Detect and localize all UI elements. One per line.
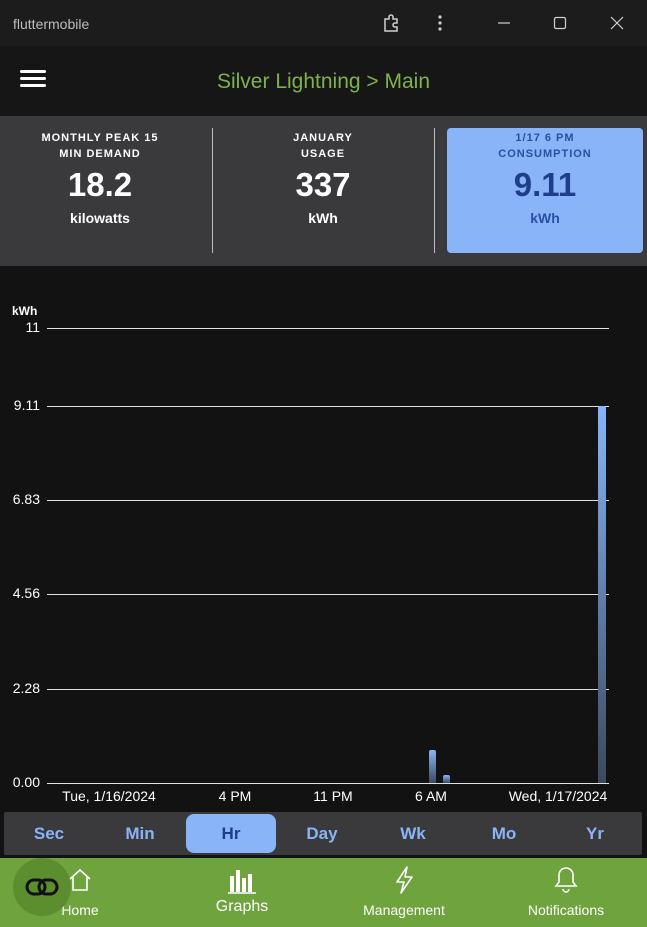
bottom-navigation: Home Graphs Management Notifications [0, 858, 647, 927]
range-tab-wk[interactable]: Wk [400, 824, 426, 843]
home-icon [10, 864, 150, 896]
stat-card-consumption[interactable]: 1/17 6 PM CONSUMPTION 9.11 kWh [447, 128, 643, 253]
range-tab-hr[interactable]: Hr [186, 814, 276, 853]
bar-chart-icon [172, 864, 312, 896]
stat-unit: kWh [530, 210, 560, 226]
x-tick-label: 6 AM [415, 788, 447, 804]
chart-bar[interactable] [429, 749, 436, 783]
grid-line [47, 406, 609, 408]
x-tick-label: Wed, 1/17/2024 [508, 788, 608, 804]
range-tab-bar: Sec Min Hr Day Wk Mo Yr [4, 812, 642, 855]
y-tick-label: 0.00 [12, 774, 40, 790]
x-tick-label: Tue, 1/16/2024 [62, 788, 156, 804]
grid-line [47, 783, 609, 784]
y-tick-label: 11 [25, 319, 40, 335]
nav-graphs-label: Graphs [215, 898, 269, 915]
stat-divider [434, 128, 435, 253]
stats-panel: MONTHLY PEAK 15 MIN DEMAND 18.2 kilowatts… [0, 116, 647, 266]
minimize-icon[interactable] [490, 10, 518, 36]
stat-value: 9.11 [513, 166, 577, 203]
stat-label: JANUARY USAGE [293, 132, 353, 160]
range-tab-mo[interactable]: Mo [491, 824, 517, 843]
range-tab-yr[interactable]: Yr [586, 824, 604, 843]
app-bar: Silver Lightning > Main [0, 46, 647, 116]
bell-icon [496, 864, 636, 896]
x-tick-label: 11 PM [313, 788, 353, 804]
nav-management-label: Management [363, 902, 445, 918]
nav-notifications[interactable]: Notifications [496, 864, 636, 918]
chart-bar[interactable] [443, 774, 450, 783]
nav-home-label: Home [61, 902, 99, 918]
consumption-chart[interactable]: kWh 11 9.11 6.83 4.56 2.28 0.00 Tue, 1/16/2024… [0, 266, 647, 812]
stat-label: MONTHLY PEAK 15 MIN DEMAND [41, 132, 159, 160]
y-tick-label: 9.11 [13, 397, 40, 414]
range-tab-day[interactable]: Day [306, 824, 338, 843]
stat-value: 337 [295, 166, 351, 203]
window-title-bar: fluttermobile [0, 0, 647, 46]
y-tick-label: 2.28 [12, 679, 40, 696]
grid-line [47, 594, 609, 596]
y-tick-label: 6.83 [12, 491, 40, 508]
nav-management[interactable]: Management [334, 864, 474, 918]
stat-card-peak-demand[interactable]: MONTHLY PEAK 15 MIN DEMAND 18.2 kilowatts [0, 128, 205, 253]
grid-line [47, 328, 609, 329]
stat-divider [212, 128, 213, 253]
range-tab-min[interactable]: Min [125, 824, 155, 843]
stat-value: 18.2 [67, 166, 133, 203]
stat-unit: kWh [308, 210, 338, 226]
maximize-icon[interactable] [546, 10, 574, 36]
close-icon[interactable] [603, 10, 631, 36]
menu-icon[interactable] [20, 70, 48, 92]
nav-home[interactable]: Home [10, 864, 150, 918]
page-title: Silver Lightning > Main [216, 70, 431, 93]
nav-graphs[interactable]: Graphs [172, 864, 312, 916]
stat-unit: kilowatts [70, 210, 130, 226]
loop-link-icon[interactable] [13, 858, 71, 916]
nav-notifications-label: Notifications [527, 902, 605, 918]
extensions-icon[interactable] [377, 10, 405, 36]
grid-line [47, 500, 609, 502]
range-tab-sec[interactable]: Sec [33, 824, 65, 843]
chart-bar[interactable] [598, 406, 606, 783]
y-axis-unit-label: kWh [12, 304, 38, 318]
lightning-icon [334, 864, 474, 896]
stat-label: 1/17 6 PM CONSUMPTION [498, 132, 592, 160]
more-vert-icon[interactable] [426, 10, 454, 36]
window-app-name: fluttermobile [13, 16, 90, 32]
stat-card-monthly-usage[interactable]: JANUARY USAGE 337 kWh [218, 128, 428, 253]
y-tick-label: 4.56 [12, 585, 40, 602]
grid-line [47, 688, 609, 690]
x-tick-label: 4 PM [218, 788, 252, 804]
